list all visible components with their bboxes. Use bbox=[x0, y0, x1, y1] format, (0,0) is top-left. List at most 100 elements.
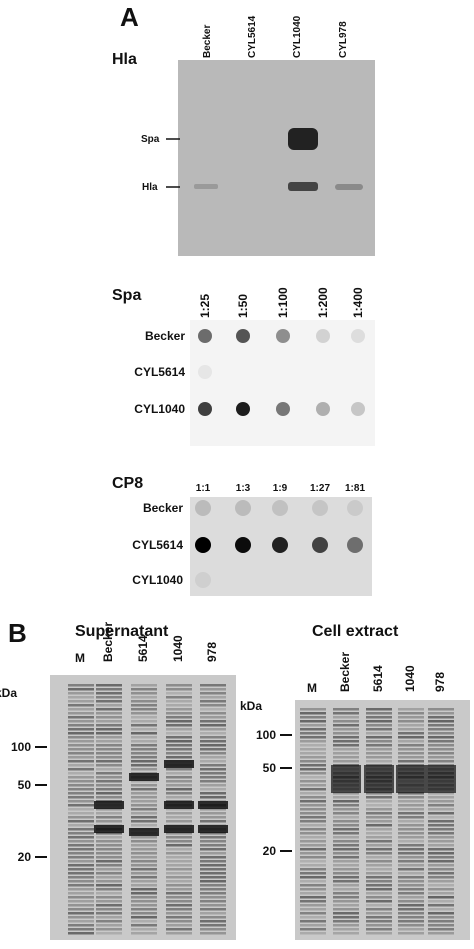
band bbox=[96, 780, 122, 783]
band bbox=[200, 744, 226, 747]
band bbox=[200, 788, 226, 791]
band bbox=[200, 896, 226, 899]
band bbox=[300, 736, 326, 739]
band bbox=[96, 696, 122, 699]
band bbox=[300, 932, 326, 935]
band bbox=[68, 792, 94, 795]
band bbox=[96, 776, 122, 779]
band bbox=[366, 904, 392, 907]
band bbox=[200, 908, 226, 911]
band bbox=[300, 864, 326, 867]
band bbox=[428, 824, 454, 827]
band bbox=[166, 920, 192, 923]
band bbox=[68, 928, 94, 931]
band bbox=[366, 812, 392, 815]
band bbox=[131, 708, 157, 711]
band bbox=[131, 784, 157, 787]
band bbox=[333, 728, 359, 731]
band bbox=[131, 816, 157, 819]
lane-label: 978 bbox=[205, 642, 219, 662]
band bbox=[300, 824, 326, 827]
band bbox=[333, 840, 359, 843]
band bbox=[96, 816, 122, 819]
dot-blot bbox=[190, 320, 375, 446]
band bbox=[96, 892, 122, 895]
band bbox=[68, 832, 94, 835]
band bbox=[200, 904, 226, 907]
band bbox=[131, 924, 157, 927]
band bbox=[131, 748, 157, 751]
band bbox=[68, 732, 94, 735]
band bbox=[300, 784, 326, 787]
band bbox=[300, 912, 326, 915]
band bbox=[366, 860, 392, 863]
band bbox=[396, 765, 426, 793]
band bbox=[200, 720, 226, 723]
band bbox=[131, 848, 157, 851]
band bbox=[166, 708, 192, 711]
blot-bands bbox=[194, 128, 363, 191]
row-label: CYL1040 bbox=[134, 402, 185, 416]
band bbox=[131, 720, 157, 723]
band bbox=[300, 884, 326, 887]
band bbox=[131, 860, 157, 863]
dots bbox=[195, 329, 365, 588]
band bbox=[428, 928, 454, 931]
band bbox=[366, 856, 392, 859]
band bbox=[200, 712, 226, 715]
band bbox=[94, 825, 124, 833]
band bbox=[333, 824, 359, 827]
band bbox=[96, 820, 122, 823]
band bbox=[200, 840, 226, 843]
dot bbox=[198, 365, 212, 379]
band bbox=[166, 776, 192, 779]
dot bbox=[272, 537, 288, 553]
band bbox=[96, 860, 122, 863]
band bbox=[131, 804, 157, 807]
band bbox=[300, 788, 326, 791]
band bbox=[398, 924, 424, 927]
band bbox=[131, 868, 157, 871]
band bbox=[68, 920, 94, 923]
band bbox=[200, 924, 226, 927]
band bbox=[398, 912, 424, 915]
band bbox=[131, 688, 157, 691]
band bbox=[428, 740, 454, 743]
band bbox=[68, 784, 94, 787]
band bbox=[428, 832, 454, 835]
band bbox=[200, 868, 226, 871]
band bbox=[166, 692, 192, 695]
row-label: Becker bbox=[145, 329, 185, 343]
band bbox=[300, 716, 326, 719]
band bbox=[200, 740, 226, 743]
band bbox=[333, 740, 359, 743]
band bbox=[166, 916, 192, 919]
band bbox=[68, 740, 94, 743]
marker-label: 100 bbox=[11, 740, 31, 754]
band bbox=[166, 892, 192, 895]
band bbox=[398, 884, 424, 887]
band bbox=[200, 704, 226, 707]
band bbox=[131, 808, 157, 811]
band bbox=[166, 728, 192, 731]
band bbox=[166, 844, 192, 847]
band bbox=[96, 812, 122, 815]
band bbox=[96, 864, 122, 867]
band bbox=[131, 876, 157, 879]
band bbox=[398, 828, 424, 831]
band bbox=[166, 928, 192, 931]
dot bbox=[351, 329, 365, 343]
band bbox=[333, 720, 359, 723]
band bbox=[333, 828, 359, 831]
band bbox=[331, 765, 361, 793]
band bbox=[300, 752, 326, 755]
band bbox=[68, 840, 94, 843]
column-label: 1:3 bbox=[236, 483, 251, 494]
band bbox=[333, 920, 359, 923]
band bbox=[398, 868, 424, 871]
band bbox=[131, 736, 157, 739]
band bbox=[68, 912, 94, 915]
band bbox=[200, 776, 226, 779]
band bbox=[300, 740, 326, 743]
marker-label: 20 bbox=[18, 850, 32, 864]
